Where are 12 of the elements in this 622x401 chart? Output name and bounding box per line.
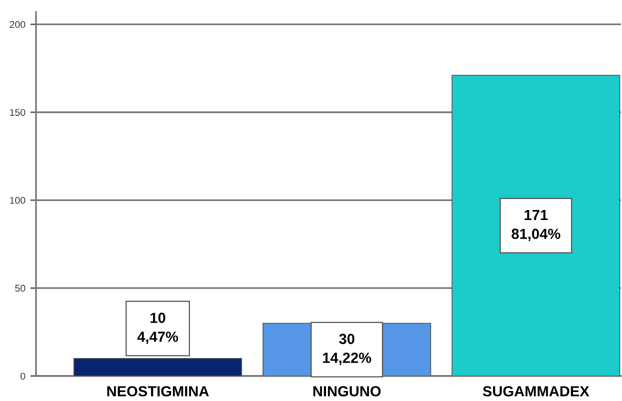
y-tick-label: 0 bbox=[20, 372, 26, 380]
y-tick-label: 100 bbox=[10, 196, 26, 204]
y-tick-label: 150 bbox=[10, 108, 26, 116]
x-tick-label: NINGUNO bbox=[313, 386, 381, 396]
y-tick-label: 200 bbox=[10, 21, 26, 28]
bar bbox=[452, 74, 620, 376]
x-tick-label: NEOSTIGMINA bbox=[107, 386, 209, 396]
x-tick-label: SUGAMMADEX bbox=[482, 386, 590, 396]
data-label: 10 4,47% bbox=[137, 312, 178, 344]
data-label: 30 14,22% bbox=[323, 334, 372, 366]
y-tick-label: 50 bbox=[15, 284, 26, 292]
data-label: 171 81,04% bbox=[512, 210, 560, 242]
